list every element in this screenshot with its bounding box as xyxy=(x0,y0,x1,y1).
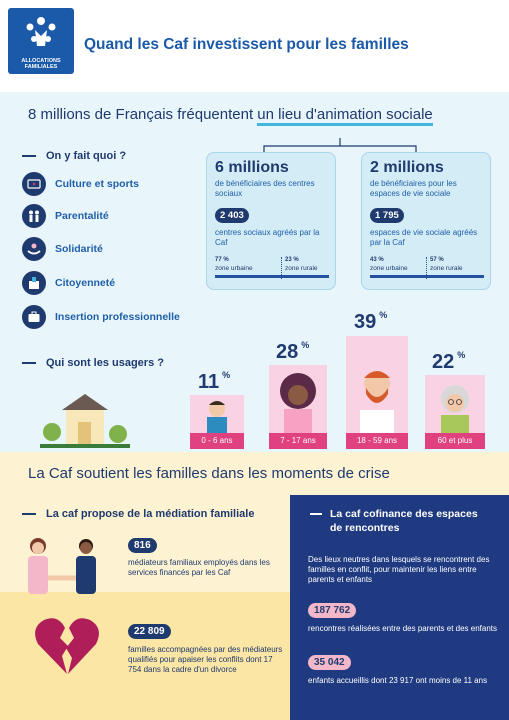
split-divider xyxy=(281,257,282,279)
logo-text-line2: FAMILIALES xyxy=(24,64,58,70)
age-column-18-59 xyxy=(346,336,408,433)
users-heading: Qui sont les usagers ? xyxy=(22,357,164,369)
senior-woman-icon xyxy=(441,385,469,433)
child-icon xyxy=(207,401,227,433)
mediation-heading-text: La caf propose de la médiation familiale xyxy=(46,508,255,520)
family-logo-icon xyxy=(26,17,56,46)
section1-title: 8 millions de Français fréquentent un li… xyxy=(28,106,433,126)
card-count-badge: 1 795 xyxy=(370,208,404,223)
activities-heading-text: On y fait quoi ? xyxy=(46,150,127,162)
spaces-heading-line1: La caf cofinance des espaces xyxy=(330,508,478,520)
family-icon xyxy=(22,204,46,228)
page-title: Quand les Caf investissent pour les fami… xyxy=(84,36,409,53)
age-percent-0-6: 11% xyxy=(198,370,231,393)
age-column-7-17 xyxy=(269,365,327,433)
rural-label: zone rurale xyxy=(430,265,463,272)
section-social-centers: 8 millions de Français fréquentent un li… xyxy=(0,92,509,452)
card-description: centres sociaux agréés par la Caf xyxy=(215,228,320,247)
urban-label: zone urbaine xyxy=(215,265,253,272)
adult-man-icon xyxy=(360,371,394,433)
age-percent-60-plus: 22% xyxy=(432,350,466,373)
mediators-count-badge: 816 xyxy=(128,538,157,553)
spaces-heading-line2: de rencontres xyxy=(330,522,400,534)
age-label-0-6: 0 - 6 ans xyxy=(190,433,244,449)
handshake-icon xyxy=(28,538,96,594)
rural-percent: 23 % xyxy=(285,257,299,263)
hands-icon xyxy=(22,237,46,261)
card-subtitle: de bénéficiaires pour les espaces de vie… xyxy=(370,179,457,198)
children-count-badge: 35 042 xyxy=(308,655,351,670)
spaces-heading: La caf cofinance des espaces de rencontr… xyxy=(310,507,478,535)
section2-title: La Caf soutient les familles dans les mo… xyxy=(28,465,390,482)
spaces-intro: Des lieux neutres dans lesquels se renco… xyxy=(308,555,490,584)
activity-label: Solidarité xyxy=(55,243,103,255)
card-count-badge: 2 403 xyxy=(215,208,249,223)
meetings-count-badge: 187 762 xyxy=(308,603,357,618)
age-column-60-plus xyxy=(425,375,485,433)
logo-text-line1: ALLOCATIONS xyxy=(21,58,61,64)
heading-dash xyxy=(22,362,36,365)
card-social-life-spaces: 2 millions de bénéficiaires pour les esp… xyxy=(361,152,491,290)
bracket-connector-icon xyxy=(263,138,417,154)
heading-dash xyxy=(22,513,36,516)
broken-heart-icon xyxy=(35,618,99,674)
urban-percent: 77 % xyxy=(215,257,229,263)
age-label-60-plus: 60 et plus xyxy=(425,433,485,449)
ballot-icon xyxy=(22,271,46,295)
urban-label: zone urbaine xyxy=(370,265,408,272)
heading-dash xyxy=(22,155,36,158)
meeting-spaces-panel: La caf cofinance des espaces de rencontr… xyxy=(290,495,509,720)
teen-girl-icon xyxy=(280,373,316,433)
card-big-number: 6 millions xyxy=(215,159,289,176)
children-description: enfants accueillis dont 23 917 ont moins… xyxy=(308,676,488,685)
briefcase-icon xyxy=(22,305,46,329)
activity-label: Citoyenneté xyxy=(55,277,116,289)
age-column-0-6 xyxy=(190,395,244,433)
caf-logo[interactable]: ALLOCATIONS FAMILIALES xyxy=(8,8,74,74)
urban-percent: 43 % xyxy=(370,257,384,263)
header: ALLOCATIONS FAMILIALES Quand les Caf inv… xyxy=(0,0,509,92)
age-percent-7-17: 28% xyxy=(276,340,310,363)
split-divider xyxy=(426,257,427,279)
meetings-description: rencontres réalisées entre des parents e… xyxy=(308,624,497,633)
mediation-heading: La caf propose de la médiation familiale xyxy=(22,508,254,520)
rural-label: zone rurale xyxy=(285,265,318,272)
card-subtitle: de bénéficiaires des centres sociaux xyxy=(215,179,315,198)
age-label-7-17: 7 - 17 ans xyxy=(269,433,327,449)
activity-label: Parentalité xyxy=(55,210,109,222)
age-percent-18-59: 39% xyxy=(354,310,388,333)
families-count-badge: 22 809 xyxy=(128,624,171,639)
rural-percent: 57 % xyxy=(430,257,444,263)
users-heading-text: Qui sont les usagers ? xyxy=(46,357,164,369)
families-description: familles accompagnées par des médiateurs… xyxy=(128,645,283,674)
card-big-number: 2 millions xyxy=(370,159,444,176)
heading-dash xyxy=(310,513,322,516)
card-description: espaces de vie sociale agréés par la Caf xyxy=(370,228,478,247)
age-label-18-59: 18 - 59 ans xyxy=(346,433,408,449)
split-bar xyxy=(215,275,329,278)
activity-label: Culture et sports xyxy=(55,178,140,190)
split-bar xyxy=(370,275,484,278)
mediators-description: médiateurs familiaux employés dans les s… xyxy=(128,558,270,577)
section1-title-start: 8 millions de Français fréquentent xyxy=(28,106,258,123)
lower-band xyxy=(0,592,290,720)
house-icon xyxy=(40,394,130,448)
activities-heading: On y fait quoi ? xyxy=(22,150,126,162)
section-crisis-support: La Caf soutient les familles dans les mo… xyxy=(0,452,509,720)
activity-label: Insertion professionnelle xyxy=(55,311,180,323)
card-social-centers: 6 millions de bénéficiaires des centres … xyxy=(206,152,336,290)
tv-icon xyxy=(22,172,46,196)
section1-title-underlined: un lieu d'animation sociale xyxy=(257,106,433,126)
